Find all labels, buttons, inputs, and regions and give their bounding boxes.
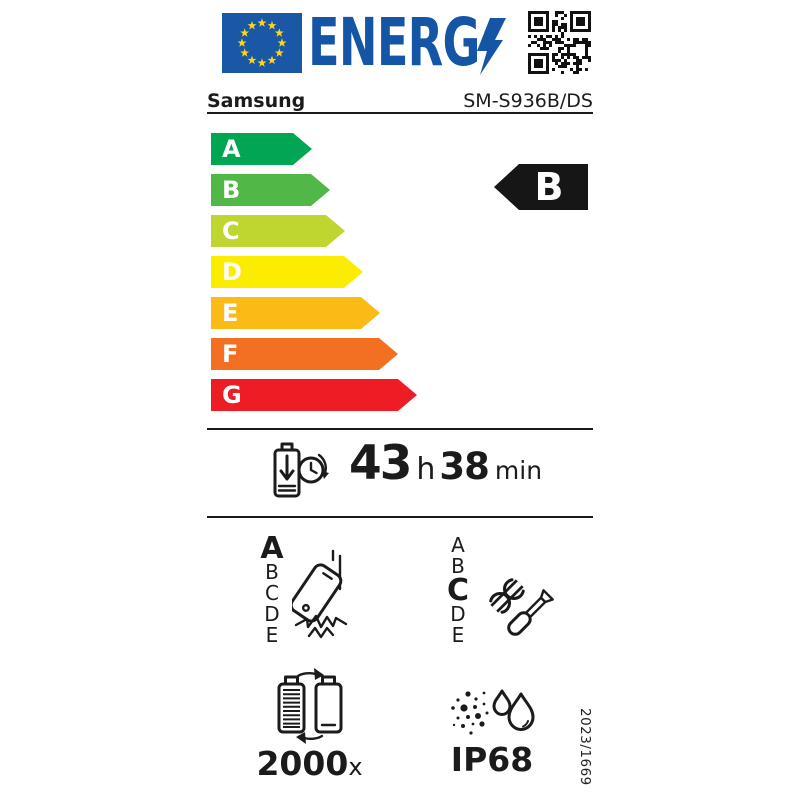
energy-class-arrow-g: G <box>211 379 417 411</box>
battery-recharge-cycle-icon <box>277 668 342 744</box>
eu-flag <box>222 13 302 73</box>
scale-letter-d: D <box>450 602 466 626</box>
endurance-hours-unit: h <box>416 452 436 487</box>
lightning-bolt-icon <box>477 18 506 75</box>
divider <box>207 428 593 430</box>
energy-class-arrow-a: A <box>211 133 312 165</box>
battery-discharge-clock-icon <box>273 442 329 498</box>
scale-letter-b: B <box>265 560 279 584</box>
energy-class-letter: E <box>222 299 239 327</box>
energy-class-letter: F <box>222 340 239 368</box>
energy-class-arrow-d: D <box>211 256 363 288</box>
phone-drop-impact-icon <box>292 549 348 639</box>
energy-class-arrow-e: E <box>211 297 380 329</box>
battery-endurance-value: 43 h 38 min <box>349 436 542 491</box>
energy-class-arrow-b: B <box>211 174 330 206</box>
energy-class-letter: D <box>222 258 242 286</box>
qr-code <box>528 11 591 74</box>
eu-flag-stars <box>237 18 287 67</box>
scale-letter-c-selected: C <box>446 573 470 608</box>
energy-class-arrow-f: F <box>211 338 398 370</box>
brand-name: Samsung <box>207 90 306 112</box>
energy-class-letter: B <box>222 176 241 204</box>
energy-class-letter: A <box>222 135 241 163</box>
wrench-screwdriver-icon <box>489 578 554 636</box>
endurance-minutes: 38 <box>439 445 489 488</box>
scale-letter-c: C <box>265 581 279 605</box>
scale-letter-e: E <box>265 623 279 647</box>
battery-cycles-section: 2000x <box>232 666 387 785</box>
dust-water-drops-icon <box>451 689 535 735</box>
scale-letter-b: B <box>451 554 465 578</box>
cycles-number: 2000 <box>256 744 349 783</box>
endurance-minutes-unit: min <box>494 456 543 485</box>
energy-class-arrow-c: C <box>211 215 345 247</box>
scale-letter-a: A <box>451 533 465 557</box>
scale-letter-e: E <box>451 623 465 647</box>
regulation-number: 2023/1669 <box>577 708 593 786</box>
scale-letter-a-selected: A <box>260 531 284 566</box>
endurance-hours: 43 <box>349 436 412 491</box>
energy-rating-letter: B <box>534 165 564 209</box>
divider <box>207 516 593 518</box>
energy-class-letter: C <box>222 217 240 245</box>
ip-rating-value: IP68 <box>450 740 534 779</box>
energ-logo-text: ENERG <box>308 4 480 81</box>
energy-rating-arrow: B <box>494 164 588 210</box>
product-identity-row: Samsung SM-S936B/DS <box>207 90 593 112</box>
divider <box>207 112 593 114</box>
energy-class-letter: G <box>222 381 242 409</box>
model-number: SM-S936B/DS <box>463 90 593 112</box>
battery-cycles-value: 2000x <box>256 746 362 785</box>
scale-letter-d: D <box>264 602 280 626</box>
cycles-multiplier: x <box>348 753 363 781</box>
ingress-protection-section: IP68 <box>422 666 562 778</box>
